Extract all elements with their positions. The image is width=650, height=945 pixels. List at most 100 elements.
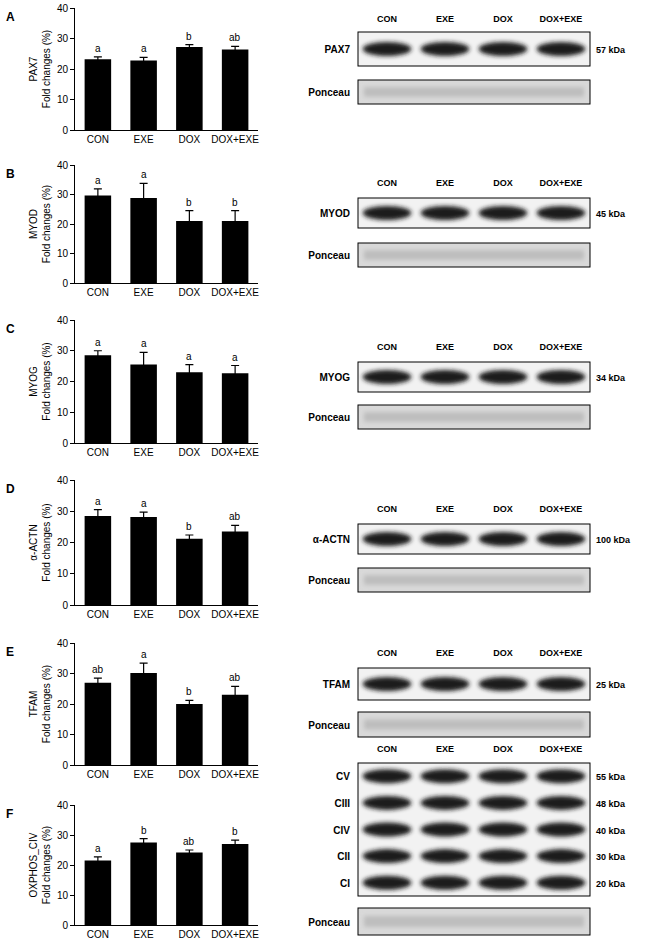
svg-text:DOX+EXE: DOX+EXE — [211, 447, 259, 458]
svg-text:EXE: EXE — [134, 929, 154, 940]
svg-text:10: 10 — [57, 890, 69, 901]
svg-text:100 kDa: 100 kDa — [596, 535, 631, 545]
svg-text:α-ACTN: α-ACTN — [313, 534, 350, 545]
svg-text:EXE: EXE — [436, 14, 454, 24]
svg-text:b: b — [186, 31, 192, 42]
svg-text:DOX+EXE: DOX+EXE — [211, 134, 259, 145]
svg-text:57 kDa: 57 kDa — [596, 45, 626, 55]
svg-text:ab: ab — [229, 511, 241, 522]
svg-text:40: 40 — [57, 3, 69, 14]
svg-text:EXE: EXE — [436, 178, 454, 188]
svg-text:EXE: EXE — [134, 287, 154, 298]
svg-text:E: E — [6, 645, 14, 659]
svg-text:CII: CII — [337, 851, 350, 862]
svg-text:TFAM: TFAM — [323, 679, 350, 690]
svg-text:0: 0 — [62, 125, 68, 136]
svg-text:10: 10 — [57, 729, 69, 740]
svg-text:EXE: EXE — [134, 447, 154, 458]
svg-text:40: 40 — [57, 160, 69, 171]
svg-text:DOX: DOX — [493, 744, 513, 754]
svg-text:40: 40 — [57, 315, 69, 326]
svg-text:a: a — [232, 352, 238, 363]
svg-text:b: b — [186, 686, 192, 697]
svg-text:20: 20 — [57, 219, 69, 230]
svg-text:EXE: EXE — [134, 769, 154, 780]
svg-text:OXPHOS_CIVFold changes (%): OXPHOS_CIVFold changes (%) — [28, 826, 52, 904]
svg-text:CON: CON — [377, 744, 397, 754]
svg-text:Ponceau: Ponceau — [308, 720, 350, 731]
svg-text:TFAMFold changes (%): TFAMFold changes (%) — [28, 665, 52, 743]
svg-text:CV: CV — [336, 771, 350, 782]
svg-text:10: 10 — [57, 407, 69, 418]
svg-text:CON: CON — [377, 342, 397, 352]
svg-text:B: B — [6, 167, 15, 181]
svg-text:25 kDa: 25 kDa — [596, 680, 626, 690]
svg-text:DOX: DOX — [493, 178, 513, 188]
svg-text:55 kDa: 55 kDa — [596, 772, 626, 782]
svg-text:b: b — [141, 825, 147, 836]
svg-text:EXE: EXE — [436, 504, 454, 514]
svg-text:DOX: DOX — [179, 287, 201, 298]
svg-text:10: 10 — [57, 568, 69, 579]
svg-text:20: 20 — [57, 64, 69, 75]
svg-text:45 kDa: 45 kDa — [596, 209, 626, 219]
svg-text:a: a — [141, 338, 147, 349]
svg-text:ab: ab — [183, 836, 195, 847]
svg-text:30: 30 — [57, 668, 69, 679]
svg-text:30: 30 — [57, 189, 69, 200]
svg-text:b: b — [186, 197, 192, 208]
svg-text:MYOGFold changes (%): MYOGFold changes (%) — [28, 342, 52, 420]
svg-text:ab: ab — [229, 672, 241, 683]
svg-text:10: 10 — [57, 94, 69, 105]
svg-text:α-ACTNFold changes (%): α-ACTNFold changes (%) — [28, 503, 52, 581]
svg-text:MYODFold changes (%): MYODFold changes (%) — [28, 185, 52, 263]
svg-text:Ponceau: Ponceau — [308, 917, 350, 928]
svg-text:DOX+EXE: DOX+EXE — [540, 178, 583, 188]
svg-text:PAX7: PAX7 — [325, 44, 351, 55]
svg-text:EXE: EXE — [134, 609, 154, 620]
svg-text:0: 0 — [62, 278, 68, 289]
svg-text:40: 40 — [57, 638, 69, 649]
svg-text:DOX+EXE: DOX+EXE — [540, 14, 583, 24]
svg-text:CIV: CIV — [333, 825, 350, 836]
svg-text:30: 30 — [57, 345, 69, 356]
svg-text:Ponceau: Ponceau — [308, 250, 350, 261]
svg-text:CON: CON — [377, 648, 397, 658]
svg-text:ab: ab — [229, 32, 241, 43]
svg-text:Ponceau: Ponceau — [308, 575, 350, 586]
svg-text:DOX: DOX — [179, 134, 201, 145]
svg-text:a: a — [141, 43, 147, 54]
svg-text:MYOG: MYOG — [319, 372, 350, 383]
svg-text:30: 30 — [57, 506, 69, 517]
svg-text:a: a — [141, 498, 147, 509]
svg-text:b: b — [232, 826, 238, 837]
svg-text:D: D — [6, 482, 15, 496]
svg-text:PAX7Fold changes (%): PAX7Fold changes (%) — [28, 30, 52, 108]
svg-text:a: a — [95, 337, 101, 348]
svg-text:40 kDa: 40 kDa — [596, 826, 626, 836]
svg-text:a: a — [95, 43, 101, 54]
svg-text:DOX: DOX — [493, 504, 513, 514]
svg-text:A: A — [6, 10, 15, 24]
svg-text:10: 10 — [57, 248, 69, 259]
svg-text:b: b — [232, 197, 238, 208]
svg-text:CON: CON — [377, 14, 397, 24]
svg-text:C: C — [6, 322, 15, 336]
svg-text:EXE: EXE — [436, 342, 454, 352]
svg-text:DOX: DOX — [179, 609, 201, 620]
svg-text:30: 30 — [57, 830, 69, 841]
svg-text:DOX: DOX — [493, 648, 513, 658]
svg-text:Ponceau: Ponceau — [308, 87, 350, 98]
svg-text:20: 20 — [57, 537, 69, 548]
svg-text:CON: CON — [87, 134, 109, 145]
svg-text:DOX: DOX — [493, 14, 513, 24]
svg-text:0: 0 — [62, 920, 68, 931]
svg-text:DOX+EXE: DOX+EXE — [540, 648, 583, 658]
svg-text:CON: CON — [87, 287, 109, 298]
svg-text:a: a — [141, 649, 147, 660]
svg-text:20: 20 — [57, 860, 69, 871]
svg-text:34 kDa: 34 kDa — [596, 373, 626, 383]
svg-text:DOX+EXE: DOX+EXE — [540, 504, 583, 514]
svg-text:a: a — [95, 175, 101, 186]
svg-text:DOX+EXE: DOX+EXE — [540, 342, 583, 352]
